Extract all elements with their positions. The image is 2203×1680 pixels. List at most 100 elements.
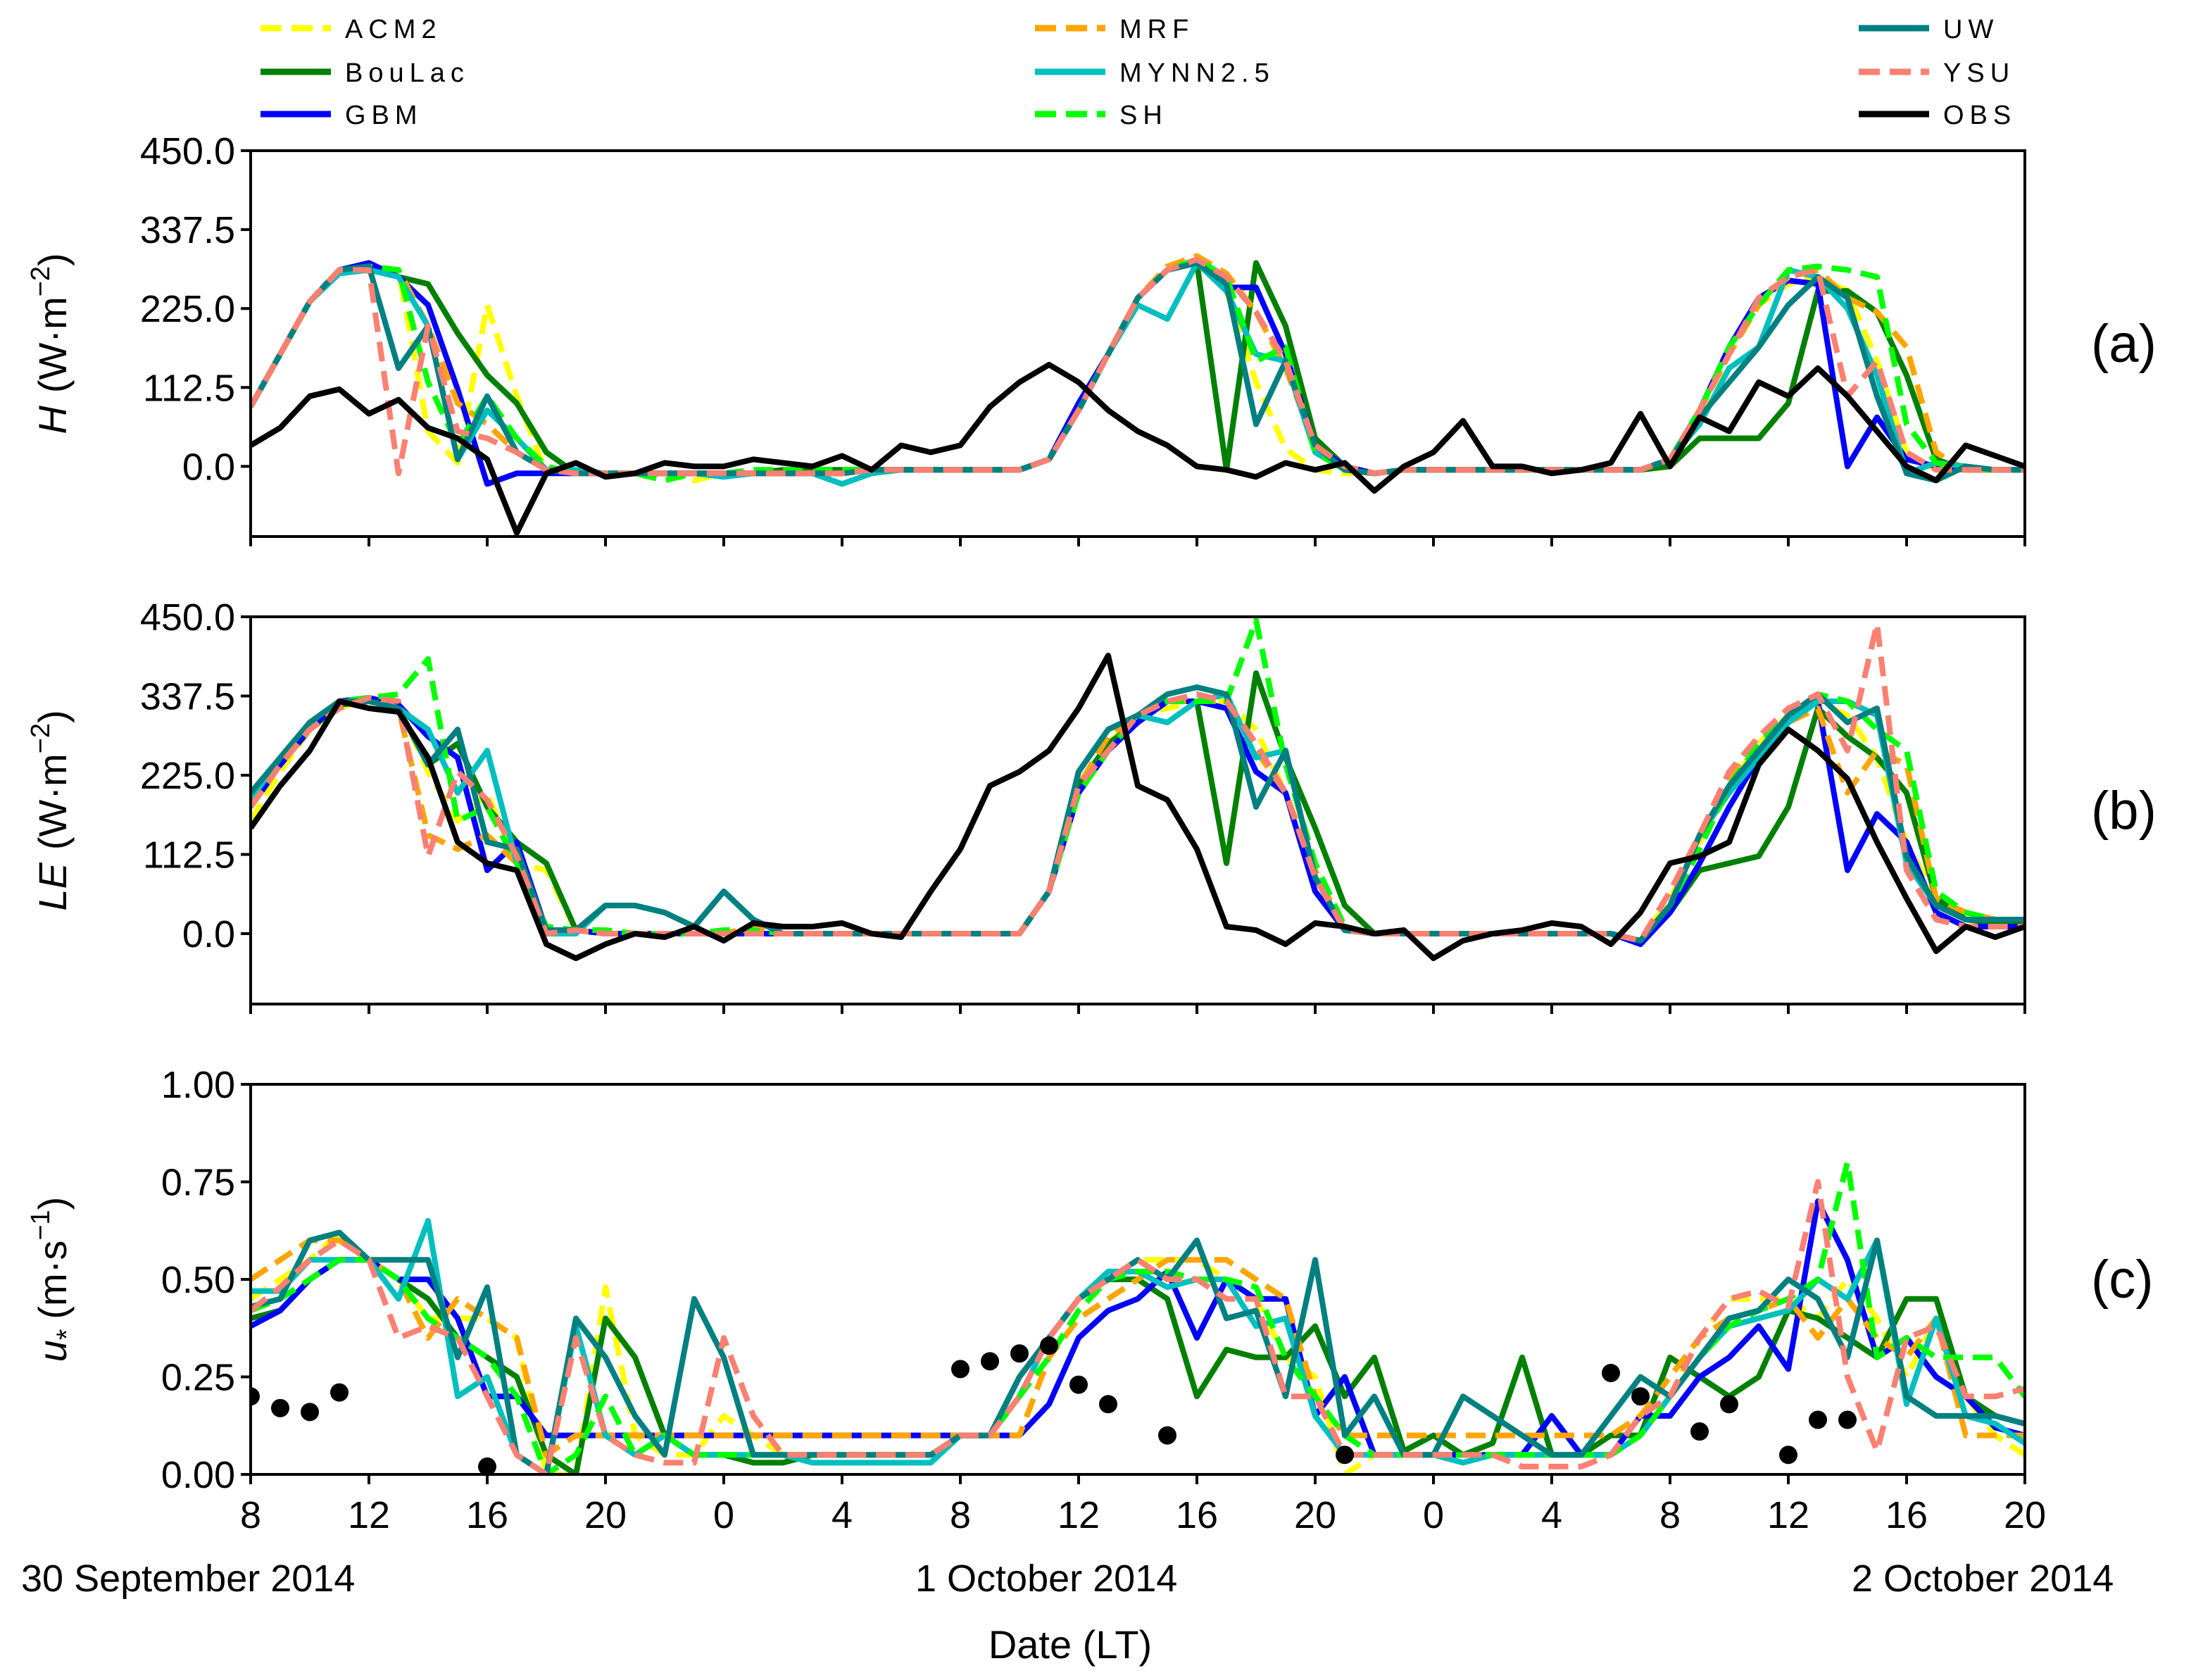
xtick-label: 12 [1767,1494,1809,1536]
panel-c-obs-point [1631,1387,1650,1406]
panel-c-obs-point [271,1398,289,1417]
panel-c-ylabel-sub: * [51,1329,82,1341]
panel-c-label: (c) [2091,1250,2154,1310]
panel-b-mynn25-line [251,691,2025,944]
panel-b: 0.0 112.5 225.0 337.5 450.0 LE (W·m−2) (b) [26,596,2157,1014]
legend-label-obs: OBS [1943,101,2016,130]
legend-label-uw: UW [1943,15,1999,44]
panel-a-ysu-line [251,256,2025,477]
xtick-label: 12 [1057,1494,1100,1536]
panel-a-ytick-label: 0.0 [182,446,235,488]
panel-a-ytick-label: 112.5 [143,367,235,409]
xtick-label: 4 [831,1494,853,1536]
legend-label-mynn25: MYNN2.5 [1119,58,1275,88]
panel-b-ytick-label: 112.5 [143,834,235,877]
panel-c-gbm-line [251,1198,2025,1458]
panel-c-obs-point [1838,1410,1857,1429]
xtick-label: 8 [240,1494,261,1536]
date-labels: 30 September 2014 1 October 2014 2 Octob… [21,1557,2114,1600]
panel-c-obs-point [1779,1446,1797,1465]
xtick-label: 8 [1659,1494,1681,1536]
panel-c-obs-point [1602,1363,1620,1382]
panel-c-ytick-label: 0.75 [161,1162,235,1204]
panel-c: 0.00 0.25 0.50 0.75 1.00 8 12 16 20 0 4 8 12 16 20 0 4 8 1… [26,1064,2154,1536]
panel-a-ylabel-close: ) [30,253,75,266]
panel-c-uw-line [251,1229,2025,1474]
panel-c-ylabel: u* (m·s−1) [26,1197,82,1362]
panel-b-mrf-line [251,695,2025,944]
xtick-label: 20 [1294,1494,1336,1536]
panel-c-ylabel-var: u [30,1340,75,1362]
date-label-sep30: 30 September 2014 [21,1557,355,1600]
xtick-label: 0 [1423,1494,1444,1536]
panel-c-obs-point [1720,1395,1738,1414]
panel-c-obs-point [1809,1410,1827,1429]
legend-label-boulac: BouLac [345,58,470,88]
xtick-label: 4 [1541,1494,1562,1536]
xtick-label: 8 [950,1494,971,1536]
legend-label-mrf: MRF [1119,15,1194,44]
panel-b-gbm-line [251,695,2025,947]
panel-c-obs-point [1690,1422,1709,1441]
panel-c-ylabel-unit: (m·s [30,1241,75,1319]
legend: ACM2 BouLac GBM MRF MYNN2.5 SH UW YSU OBS [261,15,2016,130]
panel-b-ytick-label: 450.0 [140,596,235,639]
panel-b-obs-line [251,653,2025,961]
xtick-label: 16 [1176,1494,1218,1536]
x-axis-label: Date (LT) [988,1622,1152,1667]
xtick-label: 12 [348,1494,390,1536]
date-label-oct2: 2 October 2014 [1852,1557,2114,1600]
panel-b-series [251,618,2025,961]
panel-b-ylabel-close: ) [30,710,75,723]
panel-c-obs-point [251,1387,260,1406]
panel-a-label: (a) [2091,314,2157,374]
legend-label-sh: SH [1119,101,1168,130]
panel-b-ylabel-exp: −2 [26,723,56,753]
panel-b-acm2-line [251,695,2025,944]
panel-c-obs-point [478,1457,496,1474]
panel-c-ytick-label: 0.50 [161,1259,235,1301]
panel-a-obs-line [251,361,2025,536]
panel-a-ylabel: H (W·m−2) [26,253,75,434]
panel-a-ylabel-var: H [30,406,75,434]
panel-c-obs-point [330,1383,349,1402]
panel-b-ylabel-var: LE [30,863,75,911]
panel-c-series [251,1159,2025,1474]
panel-a: 0.0 112.5 225.0 337.5 450.0 H (W·m−2) (a) [26,130,2157,546]
panel-c-obs-point [301,1403,319,1422]
panel-c-obs-point [1010,1344,1029,1363]
panel-c-obs-point [1069,1375,1088,1394]
panel-a-ylabel-unit: (W·m [30,296,75,393]
xtick-label: 16 [1885,1494,1928,1536]
panel-b-frame [249,615,2026,1005]
panel-b-ylabel-unit: (W·m [30,753,75,850]
panel-b-ylabel: LE (W·m−2) [26,710,75,910]
panel-a-ytick-label: 225.0 [140,288,235,330]
panel-c-sh-line [251,1159,2025,1474]
panel-c-ylabel-close: ) [30,1197,75,1210]
legend-label-ysu: YSU [1943,58,2015,88]
xtick-label: 16 [466,1494,508,1536]
xtick-label: 0 [713,1494,734,1536]
panel-c-ylabel-exp: −1 [26,1210,56,1240]
panel-c-ytick-label: 0.25 [161,1357,235,1399]
panel-c-obs-point [951,1360,969,1379]
panel-c-obs-point [1040,1336,1058,1355]
panel-b-ytick-label: 337.5 [140,676,235,718]
panel-b-ytick-label: 0.0 [182,913,235,955]
panel-a-ytick-label: 337.5 [140,209,235,251]
legend-label-acm2: ACM2 [345,15,442,44]
panel-b-label: (b) [2091,781,2157,841]
panel-c-obs-point [1336,1446,1354,1465]
panel-c-obs-point [1099,1395,1117,1414]
panel-a-ytick-label: 450.0 [140,130,235,173]
xtick-label: 20 [584,1494,627,1536]
panel-a-series [251,253,2025,536]
panel-c-ytick-label: 0.00 [161,1454,235,1496]
panel-b-ytick-label: 225.0 [140,755,235,797]
panel-a-frame [249,149,2026,538]
date-label-oct1: 1 October 2014 [915,1557,1177,1600]
panel-a-ylabel-exp: −2 [26,266,56,296]
xtick-label: 20 [2004,1494,2046,1536]
